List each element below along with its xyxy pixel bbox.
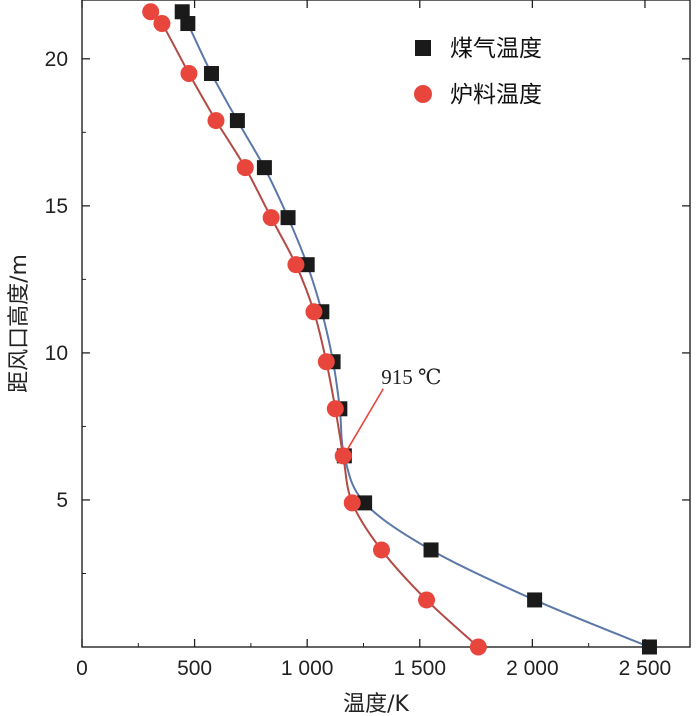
data-point-circle [469,638,487,656]
data-point-circle [326,400,344,418]
data-point-circle [262,209,280,227]
data-point-circle [287,256,305,274]
plot-frame [81,0,691,648]
data-point-square [229,113,245,129]
y-tick-label: 15 [45,195,68,218]
data-point-square [180,16,196,32]
x-tick-label: 1 500 [393,657,446,680]
data-point-circle [418,591,436,609]
data-point-square [527,592,543,608]
data-point-square [203,66,219,82]
x-tick-label: 500 [177,657,212,680]
series-markers [142,3,657,656]
data-point-square [423,542,439,558]
data-point-circle [372,541,390,559]
data-point-circle [305,303,323,321]
data-point-circle [180,65,198,83]
annotation-leader [346,388,384,451]
legend-marker-square [415,40,431,56]
legend-marker-circle [414,85,432,103]
annotation: 915 ℃ [346,365,441,451]
data-point-square [641,639,657,655]
data-point-square [357,495,373,511]
data-point-square [174,4,190,20]
data-point-circle [153,15,171,33]
x-axis-label: 温度/K [343,692,409,716]
series-line-0 [181,11,650,648]
legend-label: 炉料温度 [450,82,542,108]
series-curves [149,11,650,648]
data-point-circle [142,3,160,21]
x-ticks: 0 500 1 000 1 500 2 000 2 500 [76,0,671,680]
data-point-circle [334,447,352,465]
data-point-circle [236,159,254,177]
data-point-circle [343,494,361,512]
y-axis-label: 距风口高度/m [7,254,32,393]
legend-label: 煤气温度 [450,36,542,62]
data-point-circle [207,112,225,130]
x-tick-label: 1 000 [281,657,334,680]
axes [81,0,691,648]
annotation-label: 915 ℃ [381,365,441,389]
x-tick-label: 2 000 [506,657,559,680]
x-tick-label: 0 [76,657,88,680]
data-point-circle [317,353,335,371]
y-tick-label: 20 [45,48,68,71]
y-ticks: 5 10 15 20 [45,48,690,574]
data-point-square [280,210,296,226]
y-tick-label: 5 [56,489,68,512]
data-point-square [256,160,272,176]
y-tick-label: 10 [45,342,68,365]
x-tick-label: 2 500 [619,657,672,680]
